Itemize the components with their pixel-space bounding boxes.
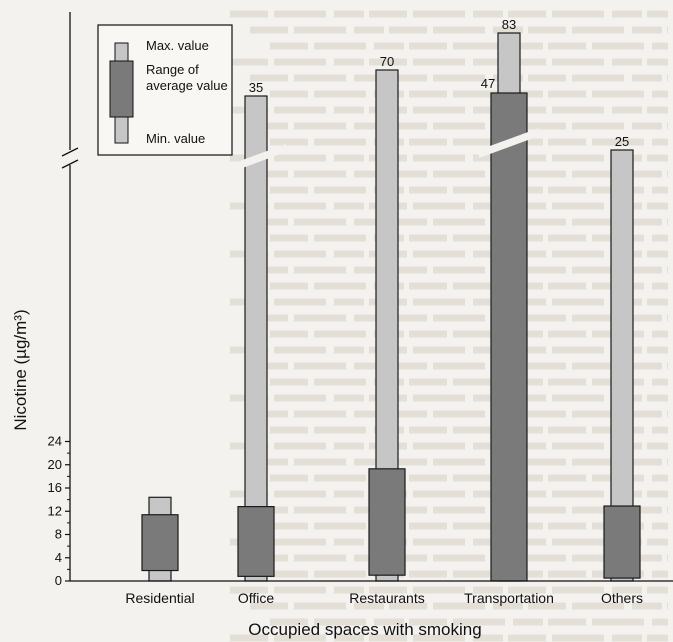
legend-label-range-line: Range of	[146, 62, 199, 77]
data-label-transportation-83: 83	[502, 17, 516, 32]
legend: Max. value Range of average value Min. valu…	[97, 24, 233, 156]
axis-break-mark-1	[226, 144, 286, 174]
data-label-office-35: 35	[249, 80, 263, 95]
y-tick-label-12: 12	[48, 503, 62, 518]
data-label-transportation-47: 47	[481, 76, 495, 91]
y-axis-title: Nicotine (µg/m³)	[11, 309, 30, 430]
category-label-transportation: Transportation	[464, 590, 554, 606]
category-label-residential: Residential	[125, 590, 194, 606]
bar-average-range-office	[237, 506, 275, 577]
y-tick-label-16: 16	[48, 480, 62, 495]
category-label-others: Others	[601, 590, 643, 606]
legend-label-max: Max. value	[146, 38, 209, 53]
y-axis-break-slash-2	[61, 147, 79, 157]
axis-break-mark-2	[479, 128, 539, 158]
x-axis-title: Occupied spaces with smoking	[248, 620, 481, 639]
bar-average-range-restaurants	[368, 468, 406, 576]
legend-label-range-line: average value	[146, 78, 228, 93]
y-axis-break-slash-1	[61, 159, 79, 169]
category-label-restaurants: Restaurants	[349, 590, 424, 606]
bar-average-range-transportation	[490, 92, 528, 582]
legend-swatch-average-range	[109, 60, 134, 118]
bar-average-range-residential	[141, 514, 179, 572]
y-tick-label-20: 20	[48, 457, 62, 472]
category-label-office: Office	[238, 590, 275, 606]
legend-label-min: Min. value	[146, 131, 205, 146]
y-tick-label-4: 4	[55, 550, 62, 565]
data-label-others-25: 25	[615, 134, 629, 149]
bar-average-range-others	[603, 505, 641, 579]
y-tick-label-8: 8	[55, 527, 62, 542]
legend-label-range: Range of average value	[146, 62, 228, 93]
data-label-restaurants-70: 70	[380, 54, 394, 69]
y-tick-label-24: 24	[48, 434, 62, 449]
y-tick-label-0: 0	[55, 573, 62, 588]
